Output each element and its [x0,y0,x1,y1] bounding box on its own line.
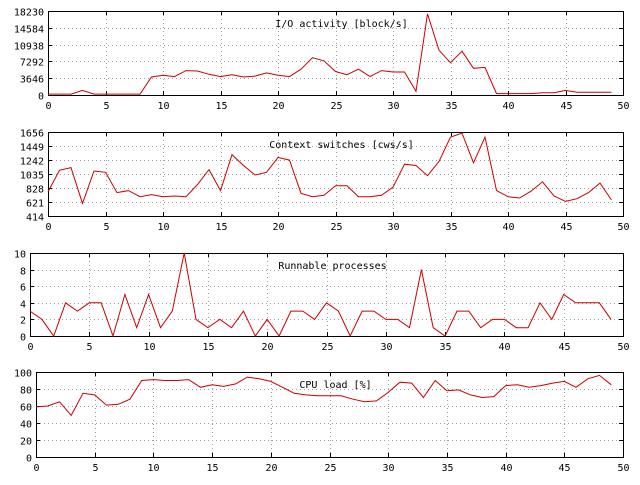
y-tick-label: 414 [26,213,44,224]
y-tick-label: 8 [20,267,26,278]
x-tick-label: 5 [103,101,109,112]
x-tick-label: 5 [103,222,109,233]
x-tick-label: 30 [380,342,392,353]
y-tick-label: 100 [14,369,32,380]
x-tick-label: 25 [321,342,333,353]
x-tick-label: 50 [617,222,629,233]
x-tick-label: 10 [157,101,169,112]
y-tick-label: 0 [38,92,44,103]
chart-title: Runnable processes [278,261,386,272]
x-tick-label: 40 [498,342,510,353]
y-tick-label: 1449 [20,143,44,154]
x-tick-label: 0 [45,222,51,233]
y-tick-label: 10938 [14,42,44,53]
x-tick-label: 45 [560,101,572,112]
y-tick-label: 40 [20,420,32,431]
x-tick-label: 0 [27,342,33,353]
x-tick-label: 45 [558,463,570,474]
plot-frame [36,372,624,458]
y-tick-label: 7292 [20,58,44,69]
x-tick-label: 35 [445,222,457,233]
y-tick-label: 18230 [14,8,44,19]
x-tick-label: 40 [502,222,514,233]
x-tick-label: 50 [617,463,629,474]
x-tick-label: 50 [617,342,629,353]
y-tick-label: 0 [26,454,32,465]
x-tick-label: 30 [387,222,399,233]
y-tick-label: 1242 [20,157,44,168]
y-tick-label: 20 [20,437,32,448]
x-tick-label: 45 [558,342,570,353]
y-tick-label: 2 [20,316,26,327]
x-tick-label: 45 [560,222,572,233]
y-tick-label: 1656 [20,129,44,140]
y-tick-label: 3646 [20,75,44,86]
series-line [35,374,612,417]
y-tick-label: 621 [26,199,44,210]
y-tick-label: 80 [20,386,32,397]
x-tick-label: 25 [324,463,336,474]
x-tick-label: 15 [215,222,227,233]
chart-panel-3: 0 5 10 15 20 25 30 35 40 45 50 0 2 4 6 8 10 Runnable proc… [14,250,630,354]
x-tick-label: 30 [382,463,394,474]
x-tick-label: 25 [330,101,342,112]
x-tick-label: 10 [147,463,159,474]
x-tick-label: 0 [33,463,39,474]
x-tick-label: 10 [157,222,169,233]
x-tick-label: 20 [272,222,284,233]
x-tick-label: 40 [500,463,512,474]
plot-frame [48,11,624,96]
chart-title: I/O activity [block/s] [275,19,407,30]
x-tick-label: 15 [206,463,218,474]
x-tick-label: 50 [617,101,629,112]
x-tick-label: 15 [215,101,227,112]
series-line [47,132,612,205]
y-tick-label: 14584 [14,25,44,36]
x-tick-label: 5 [86,342,92,353]
series-line [29,252,612,338]
y-tick-label: 60 [20,403,32,414]
series-line [48,13,612,95]
x-tick-label: 35 [439,342,451,353]
y-tick-label: 0 [20,333,26,344]
y-tick-label: 1035 [20,171,44,182]
x-tick-label: 25 [330,222,342,233]
x-tick-label: 35 [441,463,453,474]
chart-title: Context switches [cws/s] [269,140,414,151]
x-tick-label: 10 [143,342,155,353]
x-tick-label: 15 [202,342,214,353]
chart-panel-4: 0 5 10 15 20 25 30 35 40 45 50 0 20 40 60 80 100 CPU load… [14,369,630,475]
x-tick-label: 40 [502,101,514,112]
x-tick-label: 30 [387,101,399,112]
x-tick-label: 0 [45,101,51,112]
x-tick-label: 35 [445,101,457,112]
y-tick-label: 6 [20,283,26,294]
chart-title: CPU load [%] [299,380,371,391]
x-tick-label: 20 [261,342,273,353]
y-tick-label: 10 [14,250,26,261]
x-tick-label: 5 [92,463,98,474]
y-tick-label: 828 [26,185,44,196]
chart-panel-1: 0 5 10 15 20 25 30 35 40 45 50 0 3646 7292 10938 14584 1… [14,8,630,113]
plot-frame [48,132,624,217]
x-tick-label: 20 [272,101,284,112]
chart-panel-2: 0 5 10 15 20 25 30 35 40 45 50 414 621 828 1035 1242 144… [20,129,630,234]
y-tick-label: 4 [20,300,26,311]
plot-frame [30,253,624,337]
x-tick-label: 20 [265,463,277,474]
